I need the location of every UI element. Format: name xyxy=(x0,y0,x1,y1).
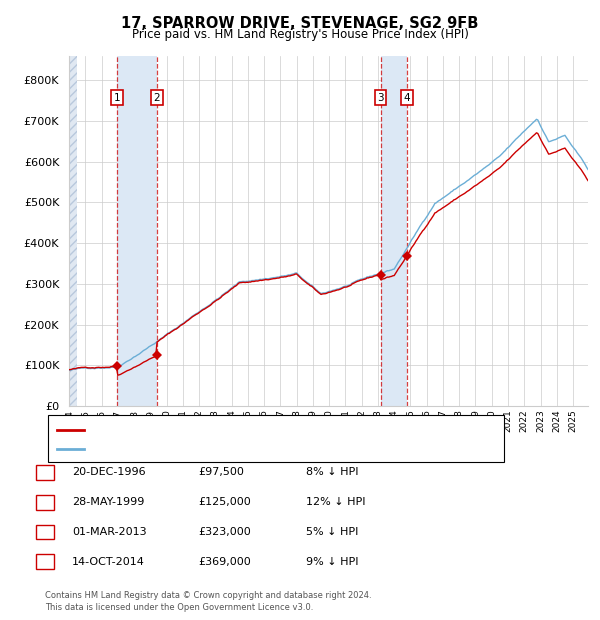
Text: 5% ↓ HPI: 5% ↓ HPI xyxy=(306,527,358,537)
Text: 9% ↓ HPI: 9% ↓ HPI xyxy=(306,557,359,567)
Text: 1: 1 xyxy=(114,93,121,103)
Text: 4: 4 xyxy=(41,557,49,567)
Text: Price paid vs. HM Land Registry's House Price Index (HPI): Price paid vs. HM Land Registry's House … xyxy=(131,28,469,41)
Text: 01-MAR-2013: 01-MAR-2013 xyxy=(72,527,146,537)
Text: 14-OCT-2014: 14-OCT-2014 xyxy=(72,557,145,567)
Text: 28-MAY-1999: 28-MAY-1999 xyxy=(72,497,145,507)
Text: 4: 4 xyxy=(404,93,410,103)
Text: 12% ↓ HPI: 12% ↓ HPI xyxy=(306,497,365,507)
Text: 2: 2 xyxy=(154,93,160,103)
Text: 1: 1 xyxy=(41,467,49,477)
Text: 17, SPARROW DRIVE, STEVENAGE, SG2 9FB: 17, SPARROW DRIVE, STEVENAGE, SG2 9FB xyxy=(121,16,479,30)
Text: £369,000: £369,000 xyxy=(198,557,251,567)
Bar xyxy=(380,56,407,406)
Text: Contains HM Land Registry data © Crown copyright and database right 2024.
This d: Contains HM Land Registry data © Crown c… xyxy=(45,591,371,612)
Text: £323,000: £323,000 xyxy=(198,527,251,537)
Text: 17, SPARROW DRIVE, STEVENAGE, SG2 9FB (detached house): 17, SPARROW DRIVE, STEVENAGE, SG2 9FB (d… xyxy=(89,425,410,435)
Text: 8% ↓ HPI: 8% ↓ HPI xyxy=(306,467,359,477)
Bar xyxy=(69,56,77,406)
Text: HPI: Average price, detached house, Stevenage: HPI: Average price, detached house, Stev… xyxy=(89,444,337,454)
Text: 2: 2 xyxy=(41,497,49,507)
Text: £97,500: £97,500 xyxy=(198,467,244,477)
Bar xyxy=(117,56,157,406)
Text: 3: 3 xyxy=(377,93,384,103)
Text: 3: 3 xyxy=(41,527,49,537)
Text: 20-DEC-1996: 20-DEC-1996 xyxy=(72,467,146,477)
Text: £125,000: £125,000 xyxy=(198,497,251,507)
